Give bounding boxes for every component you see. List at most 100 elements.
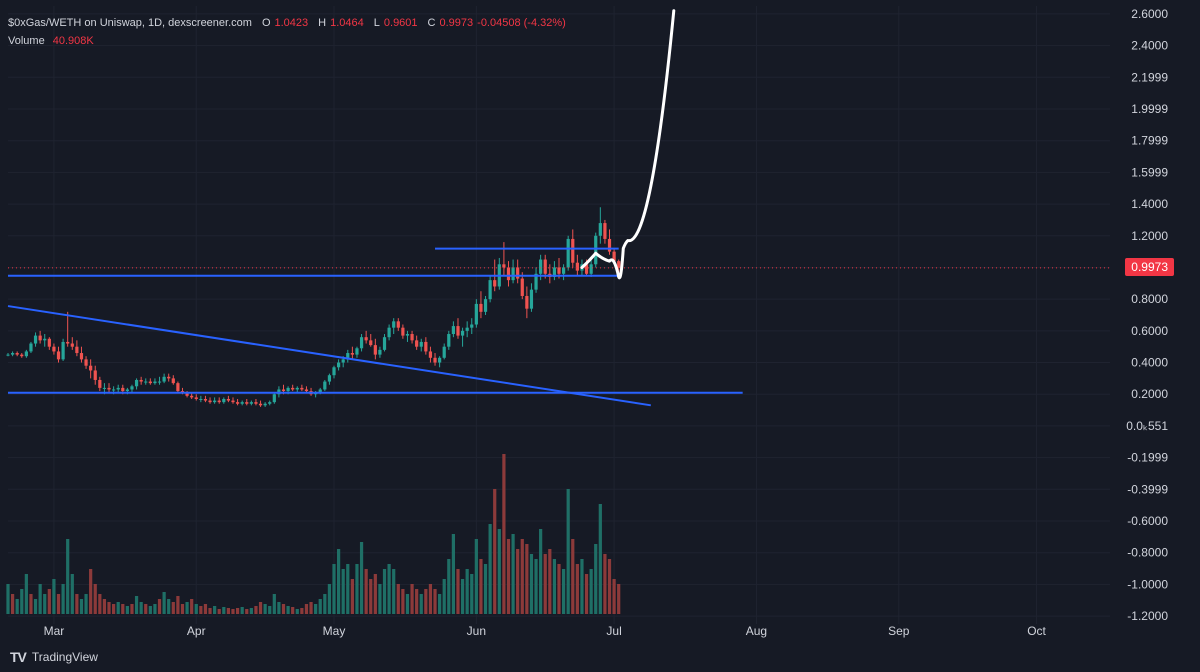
volume-bar xyxy=(300,608,304,614)
candle-body xyxy=(130,386,134,390)
candle-body xyxy=(286,387,290,392)
candle-body xyxy=(589,264,593,274)
candle-body xyxy=(318,389,322,393)
candle-body xyxy=(217,400,221,403)
candle-body xyxy=(167,376,171,379)
y-tick-label: -1.2000 xyxy=(1127,609,1168,623)
volume-bar xyxy=(548,549,552,614)
candle-body xyxy=(355,348,359,355)
candle-body xyxy=(43,338,47,341)
candle-body xyxy=(511,267,515,281)
candle-body xyxy=(93,370,97,380)
candle-body xyxy=(116,387,120,390)
candle-body xyxy=(268,402,272,404)
volume-bar xyxy=(226,608,231,614)
y-tick-label: 1.5999 xyxy=(1131,165,1168,179)
volume-bar xyxy=(451,534,455,614)
volume-bar xyxy=(607,559,612,614)
volume-bar xyxy=(483,564,488,614)
candle-body xyxy=(350,353,354,355)
volume-bar xyxy=(116,602,120,614)
volume-bar xyxy=(268,606,272,614)
candle-body xyxy=(61,341,65,360)
candle-body xyxy=(153,381,157,384)
volume-bar xyxy=(222,607,226,614)
y-tick-label: -0.8000 xyxy=(1127,546,1168,560)
volume-bar xyxy=(277,602,281,614)
x-tick-label: Oct xyxy=(1027,624,1046,638)
volume-bar xyxy=(341,569,345,614)
y-tick-label: 2.4000 xyxy=(1131,39,1168,53)
volume-bar xyxy=(263,604,267,614)
candle-body xyxy=(401,327,405,336)
candle-body xyxy=(98,379,102,388)
candle-body xyxy=(52,346,56,352)
volume-bar xyxy=(502,454,506,614)
volume-bar xyxy=(355,564,359,614)
candle-body xyxy=(190,395,194,398)
candle-body xyxy=(272,394,276,403)
volume-bar xyxy=(304,604,309,614)
candle-body xyxy=(516,267,520,279)
candle-body xyxy=(134,379,139,387)
candle-body xyxy=(378,349,382,355)
volume-bar xyxy=(190,599,194,614)
candle-body xyxy=(369,340,373,346)
candle-body xyxy=(89,365,93,371)
volume-bar xyxy=(176,596,180,614)
candle-body xyxy=(359,337,364,349)
volume-bar xyxy=(139,602,143,614)
candle-body xyxy=(460,330,465,336)
volume-bar xyxy=(318,599,322,614)
candle-body xyxy=(66,341,70,344)
volume-bar xyxy=(199,606,203,614)
volume-bar xyxy=(56,594,61,614)
y-tick-label: 2.1999 xyxy=(1131,70,1168,84)
change-value: -0.04508 (-4.32%) xyxy=(477,17,566,29)
volume-bar xyxy=(167,599,171,614)
volume-bar xyxy=(612,579,616,614)
volume-bar xyxy=(47,589,51,614)
y-tick-label: 1.2000 xyxy=(1131,229,1168,243)
price-axis[interactable]: 2.6000 2.4000 2.1999 1.9999 1.7999 1.5999 1.40… xyxy=(1126,7,1168,623)
volume-bar xyxy=(6,584,10,614)
tradingview-logo-icon[interactable]: TV xyxy=(10,649,27,665)
volume-bar xyxy=(148,606,152,614)
candles xyxy=(6,207,621,407)
volume-bar xyxy=(213,606,217,614)
volume-bar xyxy=(460,579,465,614)
volume-bar xyxy=(382,569,387,614)
descending-trendline[interactable] xyxy=(7,305,651,407)
volume-bar xyxy=(520,539,524,614)
candle-body xyxy=(148,381,152,384)
volume-bar xyxy=(392,569,396,614)
volume-bar xyxy=(516,549,520,614)
candle-body xyxy=(488,280,492,300)
candle-body xyxy=(24,351,28,357)
volume-bar xyxy=(405,594,410,614)
candle-body xyxy=(428,351,433,358)
candle-body xyxy=(144,381,148,383)
volume-bars xyxy=(6,454,621,614)
volume-bar xyxy=(561,569,566,614)
volume-bar xyxy=(580,559,584,614)
close-label: C xyxy=(427,17,436,29)
projection-path[interactable] xyxy=(580,9,676,280)
candle-body xyxy=(213,400,217,403)
volume-bar xyxy=(474,539,478,614)
candle-body xyxy=(405,334,410,336)
high-label: H xyxy=(318,17,327,29)
brand-name[interactable]: TradingView xyxy=(31,650,98,664)
x-tick-label: Aug xyxy=(746,624,767,638)
candle-body xyxy=(438,357,442,363)
volume-bar xyxy=(249,608,253,614)
candle-body xyxy=(33,335,38,344)
candle-body xyxy=(387,327,391,338)
volume-bar xyxy=(231,609,235,614)
volume-bar xyxy=(171,602,175,614)
candle-body xyxy=(281,389,286,392)
volume-bar xyxy=(511,534,515,614)
time-axis[interactable]: Mar Apr May Jun Jul Aug Sep Oct xyxy=(44,624,1047,638)
volume-bar xyxy=(75,594,79,614)
